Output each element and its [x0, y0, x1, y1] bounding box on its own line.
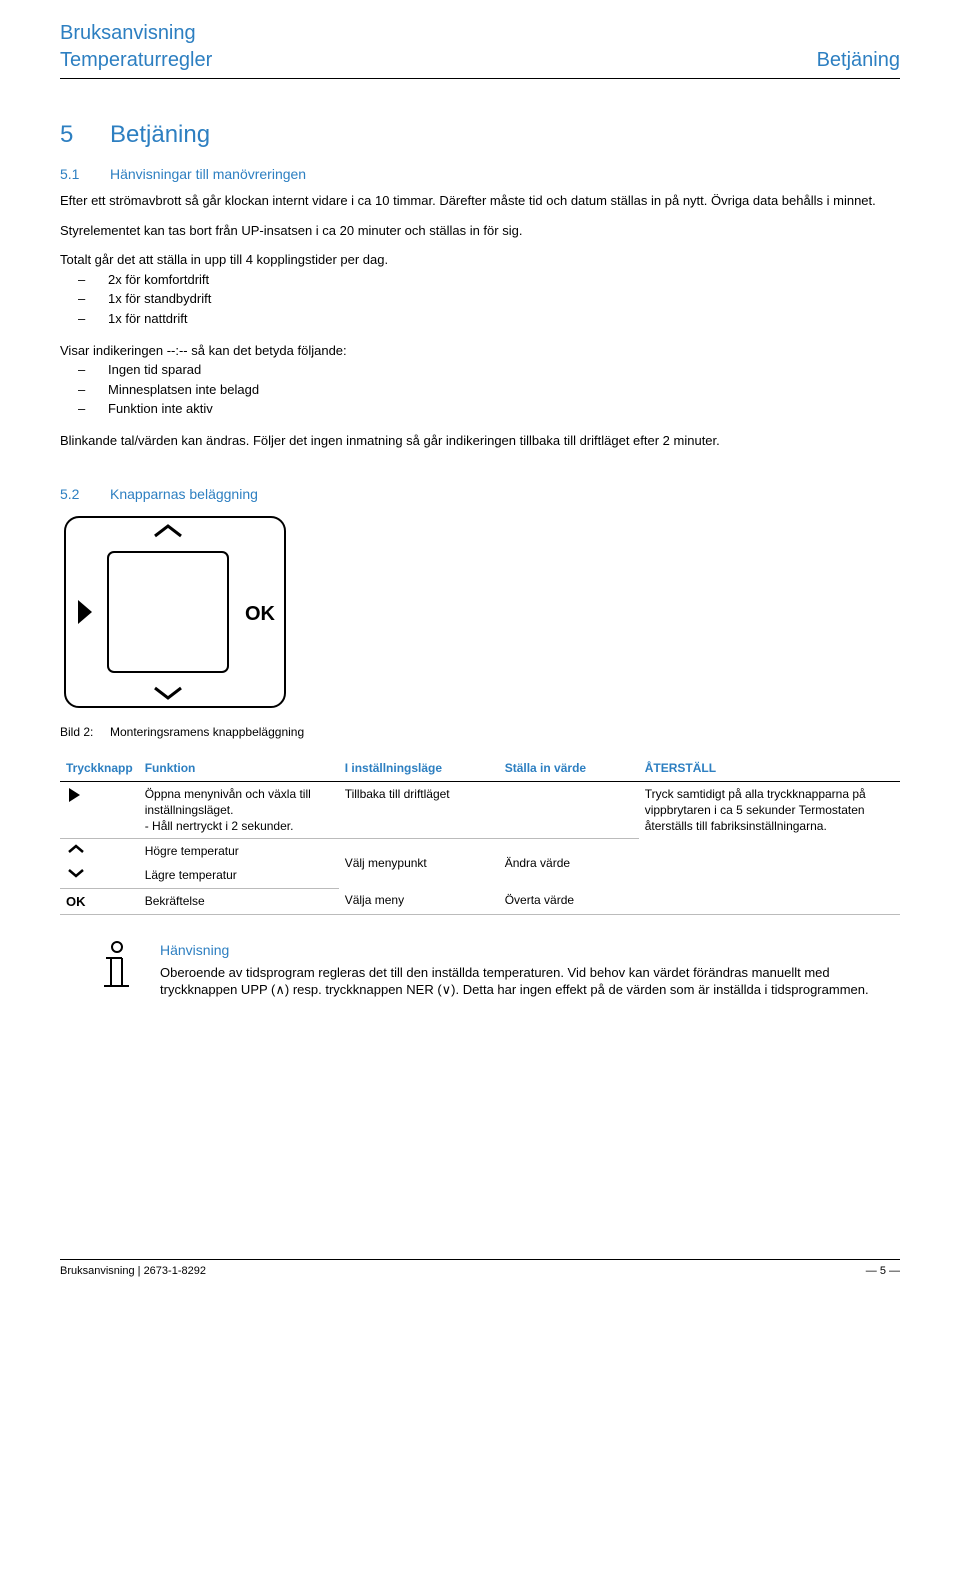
button-table: Tryckknapp Funktion I inställningsläge S…: [60, 756, 900, 915]
col-set-value: Ställa in värde: [499, 756, 639, 781]
paragraph: Styrelementet kan tas bort från UP-insat…: [60, 222, 900, 240]
ok-label: OK: [60, 888, 139, 915]
paragraph: Efter ett strömavbrott så går klockan in…: [60, 192, 900, 210]
col-setting-mode: I inställningsläge: [339, 756, 499, 781]
footer-left: Bruksanvisning | 2673-1-8292: [60, 1264, 206, 1279]
col-button: Tryckknapp: [60, 756, 139, 781]
section-title: Betjäning: [110, 121, 210, 148]
page-footer: Bruksanvisning | 2673-1-8292 — 5 —: [60, 1259, 900, 1279]
section-5-1-heading: 5.1Hänvisningar till manövreringen: [60, 165, 900, 184]
col-reset: ÅTERSTÄLL: [639, 756, 900, 781]
right-triangle-icon: [60, 781, 139, 839]
list-item: 2x för komfortdrift: [60, 271, 900, 289]
paragraph: Visar indikeringen --:-- så kan det bety…: [60, 342, 900, 360]
cell-mode: Tillbaka till driftläget: [339, 781, 499, 839]
section-5-2-heading: 5.2Knapparnas beläggning: [60, 485, 900, 504]
page-header: Bruksanvisning Temperaturregler Betjänin…: [60, 20, 900, 79]
cell-mode: Välja meny: [339, 888, 499, 915]
list-meanings: Ingen tid sparad Minnesplatsen inte bela…: [60, 361, 900, 418]
cell-mode: Välj menypunkt: [339, 839, 499, 888]
section-5-heading: 5Betjäning: [60, 119, 900, 151]
cell-function: Bekräftelse: [139, 888, 339, 915]
list-item: Funktion inte aktiv: [60, 400, 900, 418]
doc-product: Temperaturregler: [60, 47, 212, 74]
chevron-down-icon: [60, 863, 139, 888]
list-item: Minnesplatsen inte belagd: [60, 381, 900, 399]
subsection-title: Hänvisningar till manövreringen: [110, 166, 306, 182]
list-item: 1x för nattdrift: [60, 310, 900, 328]
paragraph: Blinkande tal/värden kan ändras. Följer …: [60, 432, 900, 450]
subsection-number: 5.1: [60, 165, 110, 184]
keypad-diagram: OK: [60, 512, 290, 712]
header-left: Bruksanvisning Temperaturregler: [60, 20, 212, 74]
cell-function: Högre temperatur: [139, 839, 339, 864]
cell-function: Öppna menynivån och växla till inställni…: [139, 781, 339, 839]
footer-page: — 5 —: [866, 1264, 900, 1279]
section-name: Betjäning: [817, 47, 900, 74]
cell-function: Lägre temperatur: [139, 863, 339, 888]
cell-value: [499, 781, 639, 839]
cell-value: Överta värde: [499, 888, 639, 915]
col-function: Funktion: [139, 756, 339, 781]
cell-reset: Tryck samtidigt på alla tryckknapparna p…: [639, 781, 900, 914]
section-number: 5: [60, 119, 110, 151]
figure-caption: Bild 2:Monteringsramens knappbeläggning: [60, 724, 900, 740]
list-item: 1x för standbydrift: [60, 290, 900, 308]
note-title: Hänvisning: [160, 941, 900, 960]
list-modes: 2x för komfortdrift 1x för standbydrift …: [60, 271, 900, 328]
note-block: Hänvisning Oberoende av tidsprogram regl…: [100, 941, 900, 999]
paragraph: Totalt går det att ställa in upp till 4 …: [60, 251, 900, 269]
chevron-up-icon: [60, 839, 139, 864]
note-content: Hänvisning Oberoende av tidsprogram regl…: [160, 941, 900, 999]
subsection-title: Knapparnas beläggning: [110, 486, 258, 502]
caption-text: Monteringsramens knappbeläggning: [110, 725, 304, 739]
caption-label: Bild 2:: [60, 724, 110, 740]
info-icon: [100, 941, 140, 999]
table-row: Öppna menynivån och växla till inställni…: [60, 781, 900, 839]
svg-text:OK: OK: [245, 603, 276, 625]
list-item: Ingen tid sparad: [60, 361, 900, 379]
cell-value: Ändra värde: [499, 839, 639, 888]
subsection-number: 5.2: [60, 485, 110, 504]
doc-type: Bruksanvisning: [60, 20, 212, 47]
note-body: Oberoende av tidsprogram regleras det ti…: [160, 964, 900, 999]
